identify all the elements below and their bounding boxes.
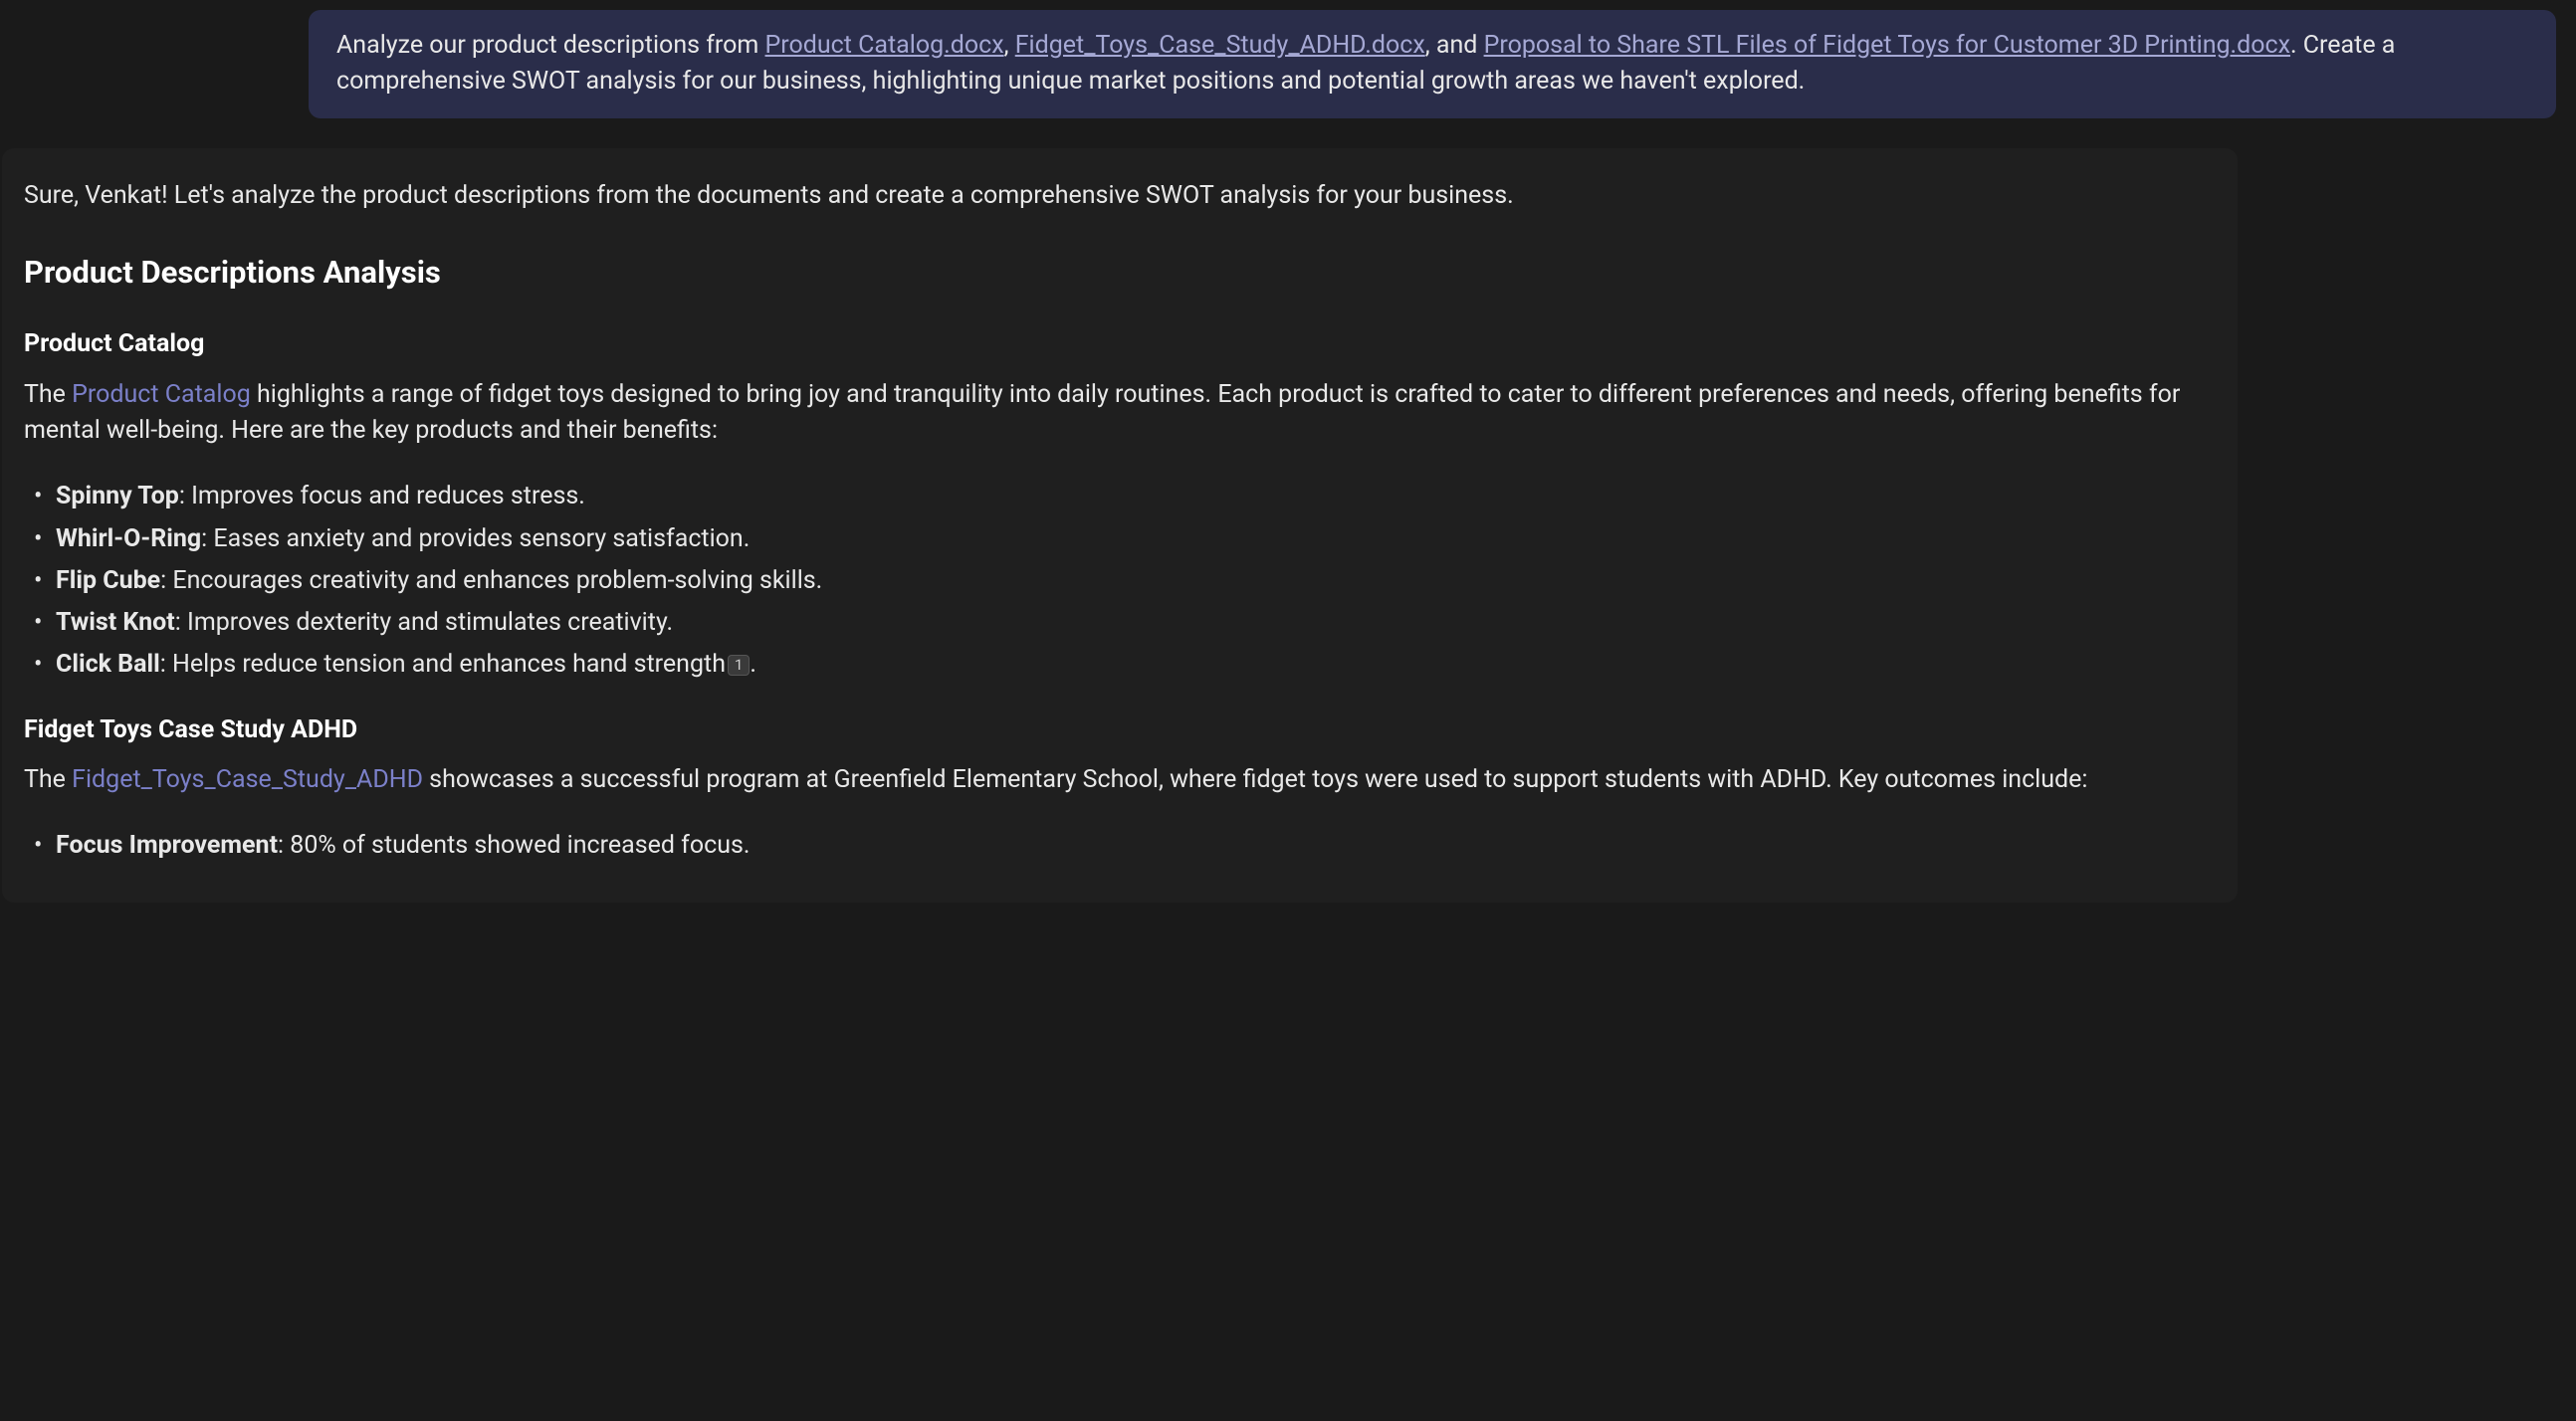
user-link-case-study[interactable]: Fidget_Toys_Case_Study_ADHD.docx (1015, 31, 1425, 60)
product-name: Twist Knot (56, 608, 175, 637)
user-link-proposal[interactable]: Proposal to Share STL Files of Fidget To… (1484, 31, 2290, 60)
case-study-body: The Fidget_Toys_Case_Study_ADHD showcase… (24, 762, 2208, 798)
product-desc: : Improves dexterity and stimulates crea… (175, 608, 673, 637)
list-item: Twist Knot: Improves dexterity and stimu… (34, 605, 2208, 641)
list-item: Flip Cube: Encourages creativity and enh… (34, 563, 2208, 599)
list-item: Whirl-O-Ring: Eases anxiety and provides… (34, 521, 2208, 557)
product-name: Spinny Top (56, 482, 179, 510)
catalog-body: The Product Catalog highlights a range o… (24, 377, 2208, 450)
case-study-link[interactable]: Fidget_Toys_Case_Study_ADHD (72, 765, 423, 794)
product-name: Flip Cube (56, 566, 160, 595)
outcome-name: Focus Improvement (56, 831, 278, 860)
product-list: Spinny Top: Improves focus and reduces s… (24, 479, 2208, 683)
product-name: Whirl-O-Ring (56, 524, 201, 553)
user-text-part1: Analyze our product descriptions from (336, 31, 765, 60)
user-text-comma1: , (1004, 31, 1015, 60)
product-desc: : Eases anxiety and provides sensory sat… (201, 524, 750, 553)
citation-badge[interactable]: 1 (728, 655, 750, 677)
list-item: Spinny Top: Improves focus and reduces s… (34, 479, 2208, 514)
product-desc: : Encourages creativity and enhances pro… (160, 566, 822, 595)
outcome-desc: : 80% of students showed increased focus… (278, 831, 750, 860)
user-message-bubble: Analyze our product descriptions from Pr… (309, 10, 2556, 118)
list-item: Focus Improvement: 80% of students showe… (34, 828, 2208, 864)
case-study-postlink: showcases a successful program at Greenf… (423, 765, 2087, 794)
citation-period: . (750, 650, 756, 679)
chat-container: Analyze our product descriptions from Pr… (0, 10, 2576, 903)
list-item: Click Ball: Helps reduce tension and enh… (34, 647, 2208, 683)
product-name: Click Ball (56, 650, 160, 679)
catalog-prelink: The (24, 380, 72, 409)
catalog-link[interactable]: Product Catalog (72, 380, 251, 409)
assistant-message: Sure, Venkat! Let's analyze the product … (2, 148, 2238, 903)
outcome-list: Focus Improvement: 80% of students showe… (24, 828, 2208, 864)
case-study-heading: Fidget Toys Case Study ADHD (24, 711, 2208, 749)
section-heading: Product Descriptions Analysis (24, 250, 2208, 297)
product-desc: : Improves focus and reduces stress. (179, 482, 585, 510)
product-desc: : Helps reduce tension and enhances hand… (160, 650, 726, 679)
user-link-product-catalog[interactable]: Product Catalog.docx (765, 31, 1004, 60)
catalog-heading: Product Catalog (24, 325, 2208, 363)
catalog-postlink: highlights a range of fidget toys design… (24, 380, 2180, 445)
case-study-prelink: The (24, 765, 72, 794)
assistant-intro: Sure, Venkat! Let's analyze the product … (24, 178, 2208, 214)
user-text-and: , and (1425, 31, 1484, 60)
